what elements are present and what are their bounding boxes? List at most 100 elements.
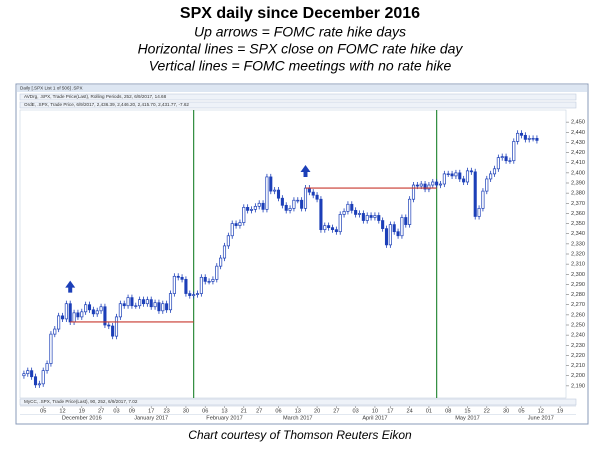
- indicator-bar: [19, 93, 577, 101]
- x-tick-label: 30: [503, 408, 509, 414]
- x-tick-label: 06: [275, 408, 281, 414]
- x-tick-label: 13: [221, 408, 227, 414]
- candle-body: [300, 199, 304, 209]
- candle-body: [350, 203, 354, 211]
- candle-body: [76, 312, 80, 318]
- footer-bar: [19, 398, 577, 406]
- candle-body: [327, 225, 331, 228]
- y-tick-label: 2,370: [571, 201, 585, 207]
- candle-body: [246, 206, 250, 211]
- candle-body: [384, 228, 389, 246]
- x-tick-label: 12: [538, 408, 544, 414]
- month-label: June 2017: [528, 415, 554, 421]
- candle-body: [423, 183, 427, 190]
- candle-body: [392, 224, 396, 233]
- candle-body: [84, 304, 88, 313]
- candle-body: [411, 184, 416, 200]
- candle-body: [454, 172, 458, 177]
- candle-body: [195, 293, 200, 295]
- candle-body: [91, 309, 95, 315]
- candle-body: [485, 178, 489, 192]
- subtitle: Up arrows = FOMC rate hike days: [194, 24, 406, 40]
- y-tick-label: 2,420: [571, 150, 585, 156]
- candle-body: [334, 229, 338, 233]
- candle-body: [527, 138, 531, 140]
- y-tick-label: 2,190: [571, 383, 585, 389]
- header-text: AVDrg, .SPX, Trade Price(Last), Rolling …: [24, 94, 167, 99]
- candle-body: [516, 132, 520, 142]
- x-tick-label: 22: [484, 408, 490, 414]
- month-label: December 2016: [62, 415, 102, 421]
- y-tick-label: 2,250: [571, 322, 585, 328]
- candle-body: [26, 370, 30, 375]
- subtitle: Horizontal lines = SPX close on FOMC rat…: [138, 41, 464, 57]
- candle-body: [431, 181, 435, 186]
- y-tick-label: 2,240: [571, 333, 585, 339]
- candle-body: [462, 178, 466, 183]
- y-tick-label: 2,220: [571, 353, 585, 359]
- indicator-bar: [19, 101, 577, 109]
- candle-body: [80, 311, 84, 318]
- candle-body: [33, 376, 38, 386]
- candle-body: [107, 324, 111, 327]
- candle-body: [438, 183, 443, 186]
- candle-body: [222, 245, 227, 259]
- candle-body: [199, 276, 203, 294]
- candle-body: [303, 187, 308, 209]
- x-tick-label: 10: [372, 408, 378, 414]
- candle-body: [265, 176, 269, 210]
- candle-body: [111, 325, 115, 337]
- y-tick-label: 2,410: [571, 160, 585, 166]
- candle-body: [519, 132, 524, 136]
- x-tick-label: 19: [557, 408, 563, 414]
- candle-body: [153, 302, 157, 308]
- candle-body: [446, 173, 450, 176]
- x-tick-label: 30: [183, 408, 189, 414]
- candle-body: [284, 204, 288, 211]
- candle-body: [49, 333, 53, 364]
- candle-body: [404, 217, 408, 225]
- x-tick-label: 17: [387, 408, 393, 414]
- hike-arrow: [65, 280, 76, 293]
- candle-body: [172, 275, 176, 294]
- candle-body: [45, 363, 49, 371]
- candle-body: [373, 215, 377, 218]
- candle-body: [523, 134, 527, 140]
- chart-frame: [15, 83, 589, 425]
- candle-body: [230, 223, 234, 237]
- x-tick-label: 13: [295, 408, 301, 414]
- candle-body: [450, 173, 454, 177]
- candle-body: [141, 299, 146, 305]
- candle-body: [512, 141, 516, 162]
- candle-body: [330, 227, 335, 231]
- candle-body: [492, 168, 497, 175]
- candle-body: [473, 171, 477, 217]
- x-tick-label: 15: [464, 408, 470, 414]
- chart-title: SPX daily since December 2016: [180, 5, 420, 22]
- candle-body: [114, 316, 119, 337]
- candle-body: [257, 202, 261, 207]
- y-tick-label: 2,270: [571, 302, 585, 308]
- candle-body: [72, 312, 76, 323]
- candle-body: [357, 213, 362, 215]
- y-tick-label: 2,300: [571, 272, 585, 278]
- y-tick-label: 2,380: [571, 191, 585, 197]
- candle-body: [145, 299, 149, 305]
- month-label: February 2017: [206, 415, 242, 421]
- candle-body: [207, 281, 211, 283]
- candle-body: [103, 306, 107, 326]
- y-tick-label: 2,230: [571, 343, 585, 349]
- candle-body: [346, 203, 350, 212]
- candle-body: [60, 315, 65, 320]
- header-bar: [17, 85, 587, 92]
- candle-body: [489, 173, 493, 180]
- candle-body: [496, 157, 500, 170]
- month-label: January 2017: [134, 415, 168, 421]
- candle-body: [261, 202, 265, 210]
- candle-body: [203, 276, 207, 282]
- candle-body: [342, 211, 346, 215]
- candle-body: [138, 299, 142, 307]
- x-tick-label: 27: [333, 408, 339, 414]
- candle-body: [477, 208, 481, 217]
- x-tick-label: 05: [40, 408, 46, 414]
